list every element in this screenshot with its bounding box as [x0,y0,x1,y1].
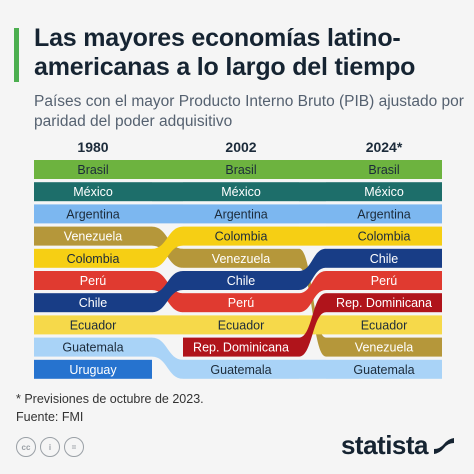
bar-mexico-2002 [183,182,299,202]
bar-brasil-2024 [326,160,442,179]
label-mexico-1980: México [73,185,113,199]
bar-colombia-2002 [183,226,299,246]
bar-ecuador-1980 [34,315,152,335]
label-argentina-2024: Argentina [357,207,411,221]
label-peru-1980: Perú [80,274,106,288]
label-chile-2024: Chile [370,252,399,266]
label-uruguay-1980: Uruguay [69,363,117,377]
label-venezuela-1980: Venezuela [64,230,122,244]
label-argentina-1980: Argentina [66,207,120,221]
label-peru-2002: Perú [228,296,254,310]
label-colombia-2024: Colombia [358,230,411,244]
rank-bars [34,160,442,379]
label-colombia-1980: Colombia [67,252,120,266]
statista-logo-icon [434,437,454,454]
label-rep-dominicana-2002: Rep. Dominicana [193,341,289,355]
label-guatemala-1980: Guatemala [62,341,123,355]
bar-ecuador-2002 [183,315,299,335]
bar-guatemala-1980 [34,337,152,357]
connector-guatemala-2002 [299,359,326,379]
bar-chile-2024 [326,248,442,268]
bar-venezuela-2024 [326,337,442,357]
column-header-1980: 1980 [77,139,108,155]
bar-guatemala-2024 [326,359,442,379]
label-mexico-2024: México [364,185,404,199]
bar-argentina-2024 [326,204,442,224]
label-ecuador-1980: Ecuador [70,318,117,332]
label-chile-2002: Chile [227,274,256,288]
label-guatemala-2024: Guatemala [353,363,414,377]
bar-mexico-2024 [326,182,442,202]
bar-peru-2002 [183,293,299,313]
connector-colombia-1980 [152,226,183,268]
bar-guatemala-2002 [183,359,299,379]
bar-peru-1980 [34,271,152,290]
bar-colombia-1980 [34,248,152,268]
label-brasil-1980: Brasil [77,163,108,177]
connector-chile-2002 [299,248,326,290]
bar-chile-2002 [183,271,299,290]
bar-uruguay-1980 [34,359,152,379]
label-colombia-2002: Colombia [215,230,268,244]
label-chile-1980: Chile [79,296,108,310]
label-mexico-2002: México [221,185,261,199]
forecast-note: * Previsiones de octubre de 2023. [16,392,204,406]
connector-brasil-2002 [299,160,326,179]
rank-labels: Brasil México Argentina Venezuela Colombia Pe… [62,163,432,377]
creative-commons-icon: cc [16,437,36,457]
connector-brasil-1980 [152,160,183,179]
connector-ecuador-1980 [152,315,183,335]
bar-chile-1980 [34,293,152,313]
chart-subtitle: Países con el mayor Producto Interno Bru… [34,93,464,130]
no-derivatives-icon: = [64,437,84,457]
connector-colombia-2002 [299,226,326,246]
source-note: Fuente: FMI [16,410,84,424]
bar-argentina-2002 [183,204,299,224]
bar-venezuela-1980 [34,226,152,246]
license-icons: cc i = [16,437,84,457]
label-peru-2024: Perú [371,274,397,288]
bar-colombia-2024 [326,226,442,246]
bar-brasil-2002 [183,160,299,179]
attribution-icon: i [40,437,60,457]
bar-rep-dominicana-2002 [183,337,299,357]
connector-argentina-2002 [299,204,326,224]
chart-title: Las mayores economías latino-americanas … [34,24,416,81]
label-argentina-2002: Argentina [214,207,268,221]
label-guatemala-2002: Guatemala [210,363,271,377]
title-accent-bar [14,28,19,82]
bar-rep-dominicana-2024 [326,293,442,313]
label-venezuela-2002: Venezuela [212,252,270,266]
brand: statista [341,430,456,461]
label-venezuela-2024: Venezuela [355,341,413,355]
label-rep-dominicana-2024: Rep. Dominicana [336,296,432,310]
bar-venezuela-2002 [183,248,299,268]
label-ecuador-2024: Ecuador [361,318,408,332]
connector-peru-2002 [299,271,326,313]
connector-guatemala-1980 [152,337,183,379]
label-ecuador-2002: Ecuador [218,318,265,332]
connector-argentina-1980 [152,204,183,224]
connector-rep-dominicana-2002 [299,293,326,357]
bar-ecuador-2024 [326,315,442,335]
connector-mexico-2002 [299,182,326,202]
bar-mexico-1980 [34,182,152,202]
column-header-2002: 2002 [225,139,256,155]
bar-argentina-1980 [34,204,152,224]
brand-name: statista [340,430,429,460]
column-header-2024: 2024* [366,139,403,155]
label-brasil-2002: Brasil [225,163,256,177]
bar-brasil-1980 [34,160,152,179]
label-brasil-2024: Brasil [368,163,399,177]
footnote: * Previsiones de octubre de 2023. Fuente… [16,390,204,426]
connector-chile-1980 [152,271,183,313]
rank-connectors [152,160,326,379]
bar-peru-2024 [326,271,442,290]
connector-mexico-1980 [152,182,183,202]
